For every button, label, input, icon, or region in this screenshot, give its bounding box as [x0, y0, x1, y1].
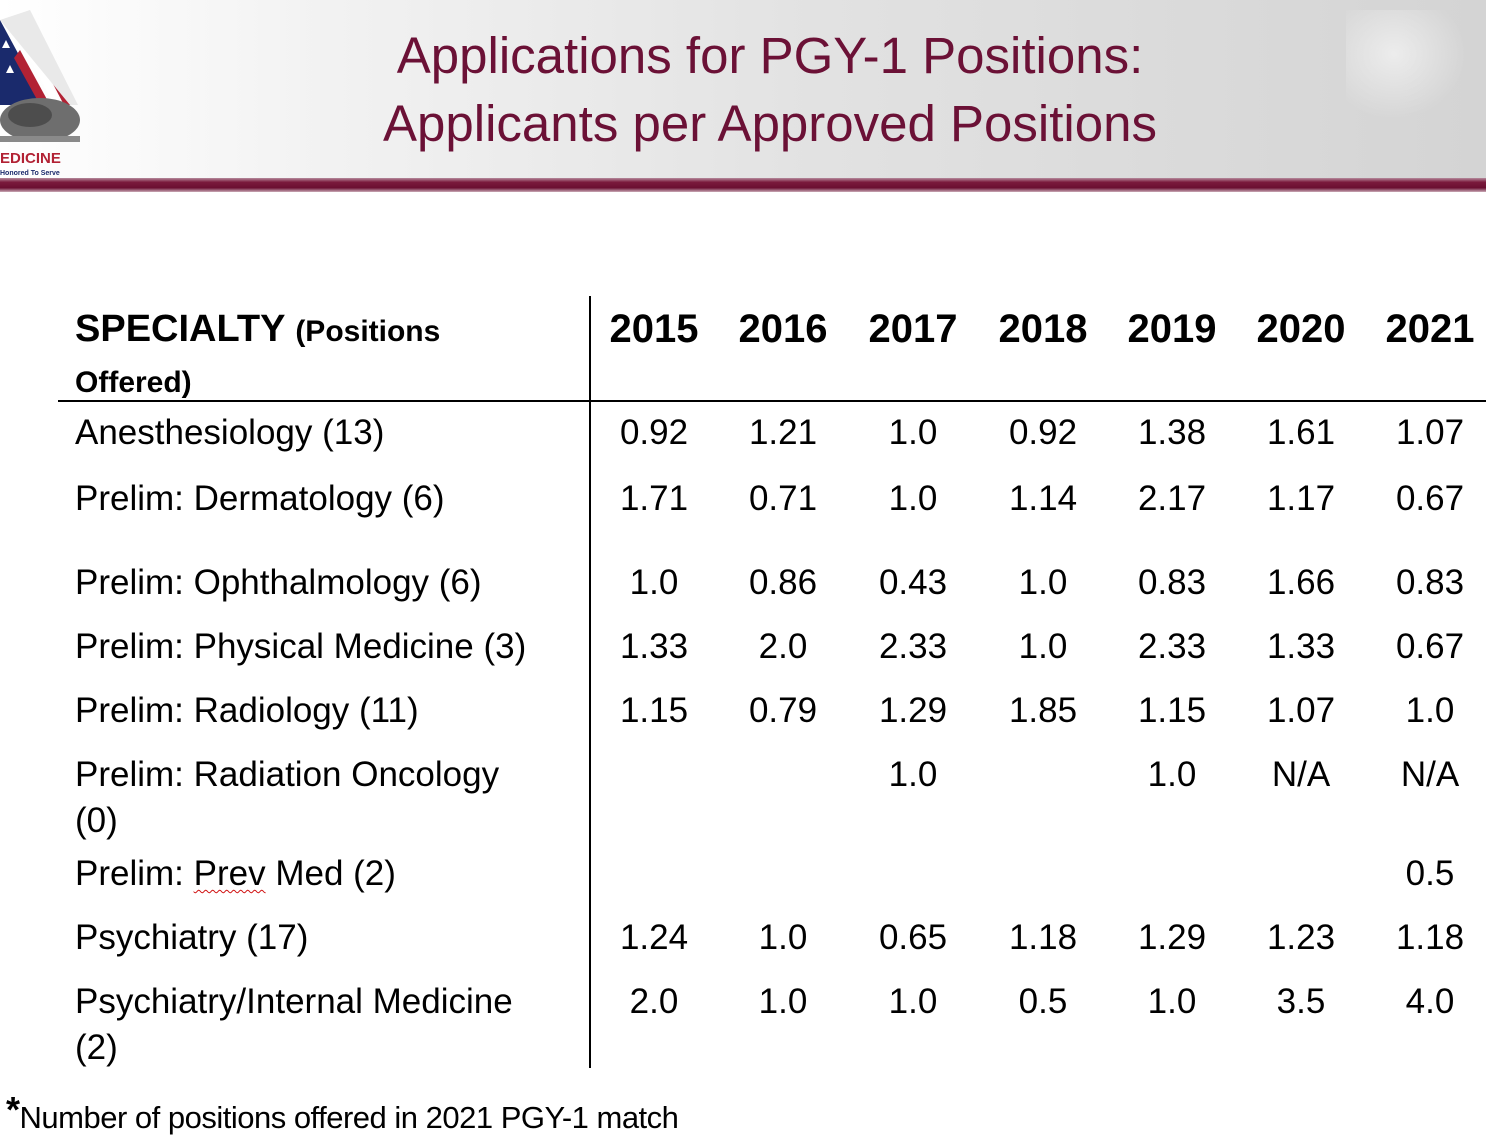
logo: EDICINE Honored To Serve [0, 10, 92, 177]
specialty-header-suffix: (Positions [295, 315, 441, 348]
table-cell: 1.38 [1137, 413, 1207, 452]
table-cell: 1.0 [758, 982, 808, 1021]
table-cell: 1.0 [888, 982, 938, 1021]
row-name-ophthalmology: Prelim: Ophthalmology (6) [75, 563, 482, 602]
table-cell: 1.0 [1147, 755, 1197, 794]
title-line-1: Applications for PGY-1 Positions: [396, 27, 1144, 84]
table-cell: 1.85 [1008, 691, 1078, 730]
table-cell: 1.15 [619, 691, 689, 730]
table-cell: 1.0 [1147, 982, 1197, 1021]
table-cell: 1.18 [1008, 918, 1078, 957]
footnote-star: * [6, 1089, 20, 1130]
year-header-2020: 2020 [1256, 307, 1346, 351]
row-name-anesthesiology: Anesthesiology (13) [75, 413, 385, 452]
table-cell: 1.61 [1266, 413, 1336, 452]
world-map-watermark [1346, 10, 1466, 120]
specialty-header-label: SPECIALTY [75, 308, 285, 350]
specialty-column-header: SPECIALTY (Positions Offered) [75, 305, 575, 407]
table-cell: 0.92 [1008, 413, 1078, 452]
table-cell: 1.29 [878, 691, 948, 730]
row-name-dermatology: Prelim: Dermatology (6) [75, 479, 445, 518]
table-cell: 3.5 [1276, 982, 1326, 1021]
title-line-2: Applicants per Approved Positions [383, 95, 1157, 152]
year-header-2015: 2015 [609, 307, 699, 351]
table-cell: 1.29 [1137, 918, 1207, 957]
table-cell: 1.0 [1018, 563, 1068, 602]
header-row-divider [58, 400, 1486, 402]
table-cell: 4.0 [1405, 982, 1455, 1021]
table-cell: 2.17 [1137, 479, 1207, 518]
year-header-2021: 2021 [1385, 307, 1475, 351]
table-cell: 1.0 [1405, 691, 1455, 730]
footnote-text: Number of positions offered in 2021 PGY-… [19, 1100, 679, 1135]
row-name-psychiatry: Psychiatry (17) [75, 918, 309, 957]
table-cell: 1.71 [619, 479, 689, 518]
row-name-prefix: Prelim: [75, 854, 194, 893]
table-cell: 1.0 [629, 563, 679, 602]
year-header-2019: 2019 [1127, 307, 1217, 351]
table-cell: 1.33 [619, 627, 689, 666]
table-cell: 0.67 [1395, 479, 1465, 518]
table-cell: 0.71 [748, 479, 818, 518]
table-cell: 1.17 [1266, 479, 1336, 518]
table-cell: 2.0 [629, 982, 679, 1021]
row-name-line2: (0) [75, 801, 118, 840]
table-cell: 2.0 [758, 627, 808, 666]
table-cell: 1.21 [748, 413, 818, 452]
table-cell: 1.14 [1008, 479, 1078, 518]
flag-eagle-icon [0, 10, 80, 142]
table-cell: N/A [1271, 755, 1331, 794]
table-cell: 1.0 [1018, 627, 1068, 666]
specialty-header-line2: Offered) [75, 366, 192, 399]
table-cell: 1.0 [888, 479, 938, 518]
table-cell: 1.0 [758, 918, 808, 957]
table-cell: 1.07 [1395, 413, 1465, 452]
row-name-radiation-oncology: Prelim: Radiation Oncology (0) [75, 752, 580, 844]
table-cell: 0.67 [1395, 627, 1465, 666]
table-cell: 0.43 [878, 563, 948, 602]
row-name-radiology: Prelim: Radiology (11) [75, 691, 419, 730]
row-name-psychiatry-internal-medicine: Psychiatry/Internal Medicine (2) [75, 979, 580, 1071]
row-name-suffix: Med (2) [265, 854, 396, 893]
spellcheck-word: Prev [193, 854, 266, 893]
table-cell: 0.86 [748, 563, 818, 602]
table-cell: 1.0 [888, 755, 938, 794]
row-name-line1: Prelim: Radiation Oncology [75, 755, 500, 794]
table-cell: 1.07 [1266, 691, 1336, 730]
page-title: Applications for PGY-1 Positions: Applic… [290, 22, 1250, 158]
table-cell: N/A [1400, 755, 1460, 794]
logo-text: EDICINE [0, 150, 61, 167]
table-cell: 1.0 [888, 413, 938, 452]
year-header-2017: 2017 [868, 307, 958, 351]
footnote: *Number of positions offered in 2021 PGY… [6, 1089, 679, 1138]
logo-tagline: Honored To Serve [0, 170, 60, 177]
table-cell: 0.65 [878, 918, 948, 957]
table-cell: 2.33 [1137, 627, 1207, 666]
table-cell: 1.66 [1266, 563, 1336, 602]
table-cell: 1.24 [619, 918, 689, 957]
row-name-line2: (2) [75, 1028, 118, 1067]
table-cell: 1.18 [1395, 918, 1465, 957]
row-name-physical-medicine: Prelim: Physical Medicine (3) [75, 627, 527, 666]
slide-header: EDICINE Honored To Serve Applications fo… [0, 0, 1486, 180]
table-cell: 0.83 [1137, 563, 1207, 602]
table-cell: 0.92 [619, 413, 689, 452]
year-header-2018: 2018 [998, 307, 1088, 351]
table-cell: 0.5 [1405, 854, 1455, 893]
table-cell: 0.5 [1018, 982, 1068, 1021]
year-header-2016: 2016 [738, 307, 828, 351]
table-cell: 2.33 [878, 627, 948, 666]
table-cell: 0.83 [1395, 563, 1465, 602]
column-divider [589, 296, 591, 1068]
table-cell: 0.79 [748, 691, 818, 730]
header-divider [0, 178, 1486, 192]
row-name-prev-med: Prelim: Prev Med (2) [75, 851, 580, 897]
row-name-line1: Psychiatry/Internal Medicine [75, 982, 513, 1021]
table-cell: 1.33 [1266, 627, 1336, 666]
table-cell: 1.15 [1137, 691, 1207, 730]
table-cell: 1.23 [1266, 918, 1336, 957]
